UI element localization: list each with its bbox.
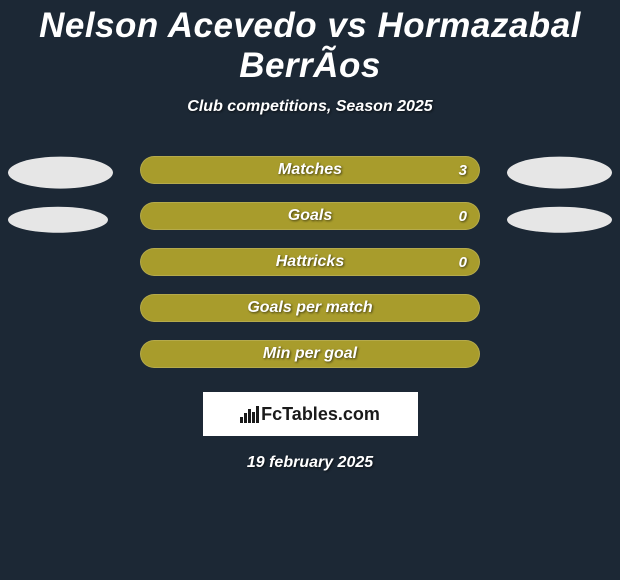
date-label: 19 february 2025 (0, 454, 620, 472)
player-right-ellipse (507, 207, 612, 233)
stat-row: Hattricks0 (0, 248, 620, 294)
stat-bar: Goals per match (140, 294, 480, 322)
player-left-ellipse (8, 157, 113, 189)
stat-row: Min per goal (0, 340, 620, 386)
logo-box: FcTables.com (203, 392, 418, 436)
stat-label: Matches (141, 161, 479, 179)
chart-bars-icon (240, 406, 259, 423)
stat-value: 0 (459, 208, 467, 225)
stat-label: Min per goal (141, 345, 479, 363)
stat-label: Goals (141, 207, 479, 225)
player-right-ellipse (507, 157, 612, 189)
stat-row: Matches3 (0, 156, 620, 202)
logo-wrap: FcTables.com (240, 404, 380, 425)
stat-row: Goals per match (0, 294, 620, 340)
stat-label: Hattricks (141, 253, 479, 271)
stat-row: Goals0 (0, 202, 620, 248)
stat-bar: Goals0 (140, 202, 480, 230)
stat-bar: Hattricks0 (140, 248, 480, 276)
comparison-title: Nelson Acevedo vs Hormazabal BerrÃ­os (0, 0, 620, 86)
stat-value: 0 (459, 254, 467, 271)
stat-bar: Min per goal (140, 340, 480, 368)
comparison-subtitle: Club competitions, Season 2025 (0, 98, 620, 116)
stat-value: 3 (459, 162, 467, 179)
stat-bar: Matches3 (140, 156, 480, 184)
logo-text: FcTables.com (261, 404, 380, 425)
stat-label: Goals per match (141, 299, 479, 317)
player-left-ellipse (8, 207, 108, 233)
stats-container: Matches3Goals0Hattricks0Goals per matchM… (0, 156, 620, 386)
